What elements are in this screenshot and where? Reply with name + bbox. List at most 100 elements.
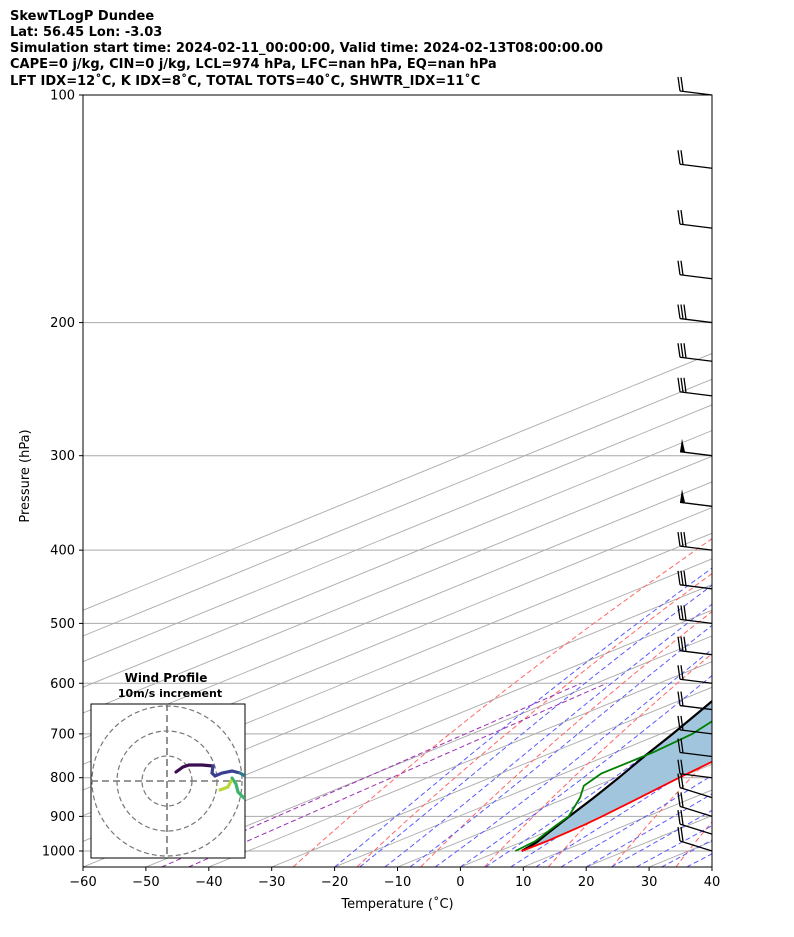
wind-barb [679,438,713,457]
hodograph-trace [210,764,242,778]
barb-staff [679,163,713,169]
dry-adiabat-line [420,610,712,867]
title-cape-line: CAPE=0 j/kg, CIN=0 j/kg, LCL=974 hPa, LF… [10,57,497,72]
barb-feather [680,738,684,754]
x-tick-label: −40 [195,875,222,890]
wind-barb [677,150,713,169]
moist-adiabat-line [434,648,712,867]
dry-adiabat-line [740,95,794,867]
moist-adiabat-line [359,584,712,867]
wind-barb [677,759,713,779]
barb-staff [679,840,713,852]
x-tick-label: 10 [515,875,532,890]
barb-feather [680,665,684,680]
cape-area [521,701,712,851]
barb-staff [679,274,713,280]
barb-feather [677,343,681,358]
y-tick-label: 500 [50,617,75,632]
moist-adiabat-line [560,774,712,867]
barb-staff [679,805,713,818]
barb-feather [680,605,684,620]
wind-barb [679,489,713,507]
barb-feather [683,343,687,359]
isotherm-line [145,635,712,867]
moist-adiabat-line [334,567,712,867]
wind-barb [677,826,713,852]
barb-feather [680,691,684,707]
isotherm-line [83,430,712,688]
barb-feather [680,76,684,92]
barb-staff [679,787,713,799]
title-times: Simulation start time: 2024-02-11_00:00:… [10,41,603,56]
barb-feather [683,532,687,548]
barb-feather [680,759,684,775]
wind-barb [677,810,713,835]
dry-adiabat-line [484,653,712,867]
wind-barb [677,773,713,799]
wind-barbs [677,76,713,852]
barb-feather [677,532,681,547]
wind-barb [677,636,713,656]
barb-feather [677,715,681,730]
profile-lines [514,699,712,852]
wind-barb [677,377,713,397]
barb-staff [679,751,713,758]
barb-feather [677,304,681,319]
wind-barb [677,343,713,362]
barb-feather [677,76,681,92]
hodograph-subtitle: 10m/s increment [118,687,222,700]
isotherm-line [83,609,712,867]
x-tick-label: −60 [69,875,96,890]
title-indices-line: LFT IDX=12˚C, K IDX=8˚C, TOTAL TOTS=40˚C… [10,74,481,89]
wind-barb [677,738,713,758]
wind-barb [677,532,713,551]
dry-adiabat-line [292,538,712,867]
hodograph-trace [230,776,245,800]
isotherm-line [711,866,712,867]
x-tick-label: 30 [641,875,658,890]
barb-feather [680,570,684,586]
dewpoint-line [514,720,712,852]
barb-feather [677,570,681,585]
barb-feather [677,826,681,842]
y-axis-label: Pressure (hPa) [18,429,33,522]
barb-feather [680,343,684,358]
barb-feather [680,304,684,320]
barb-feather [677,773,681,788]
barb-feather [677,759,681,774]
barb-feather [677,691,681,706]
moist-adiabat-line [460,674,712,867]
wind-barb [677,715,713,735]
barb-feather [683,570,687,586]
barb-pennant [680,438,685,452]
wind-barb [677,792,713,818]
barb-feather [680,377,684,393]
isotherm-line [83,558,712,817]
temperature-line [521,760,712,852]
y-tick-label: 600 [50,677,75,692]
barb-staff [679,451,713,457]
moist-adiabat-line [384,603,712,867]
barb-feather [677,665,681,680]
x-tick-label: 20 [578,875,595,890]
wind-barb [677,570,713,590]
parcel-profile-line [521,699,712,852]
barb-feather [680,773,684,789]
barb-feather [680,532,684,547]
barb-staff [679,823,713,835]
y-tick-label: 800 [50,771,75,786]
isotherm-line [83,455,712,714]
isotherm-line [271,686,712,867]
wind-barb [677,605,713,625]
barb-feather [683,304,687,320]
barb-feather [680,715,684,731]
cape-fill [521,701,712,851]
barb-feather [683,636,687,652]
barb-staff [679,223,713,229]
barb-feather [677,605,681,620]
wind-barb [677,76,713,96]
barb-feather [683,377,687,393]
x-tick-label: 40 [704,875,721,890]
barb-staff [679,678,713,684]
isotherm-line [83,378,712,637]
